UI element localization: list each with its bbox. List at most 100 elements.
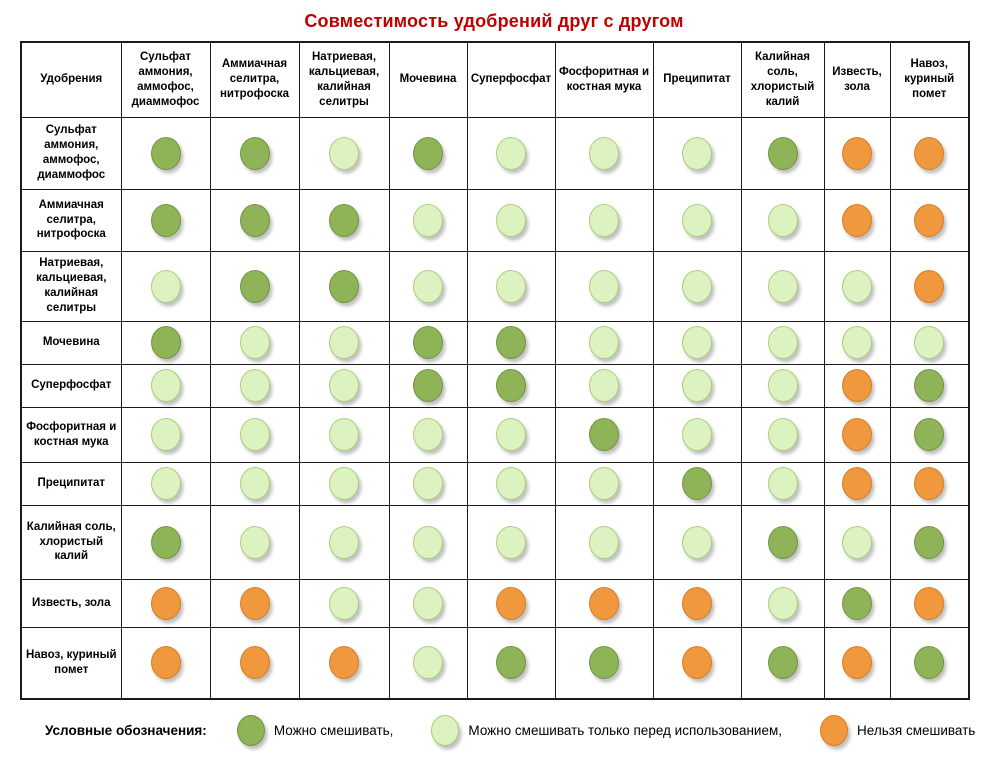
table-row: Фосфоритная и костная мука bbox=[20, 406, 970, 463]
table-row: Преципитат bbox=[20, 461, 970, 506]
table-row: Суперфосфат bbox=[20, 363, 970, 408]
mix-before-use-dot bbox=[239, 525, 270, 559]
mix-before-use-dot bbox=[413, 525, 443, 559]
compatibility-cell bbox=[823, 461, 891, 506]
compatibility-cell bbox=[209, 406, 300, 463]
mix-allowed-dot bbox=[239, 269, 270, 303]
compatibility-cell bbox=[120, 578, 211, 628]
mix-before-use-dot bbox=[682, 269, 712, 303]
matrix-body: Сульфат аммония, аммофос, диаммофос Аммиа… bbox=[20, 116, 970, 700]
compatibility-cell bbox=[740, 406, 825, 463]
compatibility-cell bbox=[652, 504, 742, 580]
compatibility-cell bbox=[120, 320, 211, 365]
compatibility-cell bbox=[554, 461, 654, 506]
compatibility-cell bbox=[388, 116, 468, 190]
compatibility-cell bbox=[889, 116, 970, 190]
mix-before-use-dot bbox=[589, 467, 619, 500]
mix-before-use-dot bbox=[682, 326, 712, 359]
mix-before-use-dot bbox=[767, 586, 798, 620]
mix-allowed-dot bbox=[413, 326, 443, 359]
compatibility-cell bbox=[554, 188, 654, 252]
mix-before-use-dot bbox=[682, 525, 712, 559]
mix-before-use-dot bbox=[413, 269, 443, 303]
compatibility-cell bbox=[209, 578, 300, 628]
mix-forbidden-dot bbox=[589, 586, 619, 620]
mix-allowed-dot bbox=[842, 586, 872, 620]
compatibility-cell bbox=[120, 626, 211, 700]
column-header: Сульфат аммония, аммофос, диаммофос bbox=[120, 41, 211, 118]
mix-before-use-dot bbox=[914, 326, 945, 359]
compatibility-cell bbox=[120, 188, 211, 252]
mix-forbidden-dot bbox=[682, 586, 712, 620]
mix-before-use-dot bbox=[413, 203, 443, 237]
row-header: Аммиачная селитра, нитрофоска bbox=[20, 188, 122, 252]
row-header: Сульфат аммония, аммофос, диаммофос bbox=[20, 116, 122, 190]
column-header: Навоз, куриный помет bbox=[889, 41, 970, 118]
mix-allowed-dot bbox=[589, 646, 619, 680]
compatibility-cell bbox=[554, 250, 654, 322]
compatibility-cell bbox=[652, 406, 742, 463]
column-header: Натриевая, кальциевая, калийная селитры bbox=[298, 41, 390, 118]
mix-forbidden-dot bbox=[150, 586, 181, 620]
compatibility-cell bbox=[823, 363, 891, 408]
compatibility-cell bbox=[298, 320, 390, 365]
mix-allowed-dot bbox=[413, 136, 443, 170]
compatibility-cell bbox=[209, 626, 300, 700]
mix-allowed-dot bbox=[329, 269, 359, 303]
legend-item: Можно смешивать только перед использован… bbox=[431, 715, 782, 746]
compatibility-cell bbox=[209, 504, 300, 580]
compatibility-cell bbox=[554, 504, 654, 580]
compatibility-cell bbox=[209, 250, 300, 322]
compatibility-cell bbox=[466, 250, 556, 322]
compatibility-cell bbox=[740, 188, 825, 252]
compatibility-cell bbox=[823, 188, 891, 252]
column-header: Мочевина bbox=[388, 41, 468, 118]
compatibility-cell bbox=[740, 250, 825, 322]
mix-allowed-dot bbox=[236, 715, 265, 746]
compatibility-cell bbox=[388, 188, 468, 252]
mix-forbidden-dot bbox=[914, 586, 945, 620]
mix-before-use-dot bbox=[767, 369, 798, 402]
page-title: Совместимость удобрений друг с другом bbox=[304, 11, 684, 31]
row-header: Натриевая, кальциевая, калийная селитры bbox=[20, 250, 122, 322]
mix-forbidden-dot bbox=[914, 467, 945, 500]
mix-before-use-dot bbox=[150, 418, 181, 451]
mix-before-use-dot bbox=[496, 525, 526, 559]
mix-allowed-dot bbox=[413, 369, 443, 402]
compatibility-cell bbox=[388, 504, 468, 580]
compatibility-cell bbox=[889, 578, 970, 628]
compatibility-cell bbox=[466, 461, 556, 506]
mix-allowed-dot bbox=[496, 646, 526, 680]
compatibility-cell bbox=[889, 626, 970, 700]
compatibility-cell bbox=[466, 626, 556, 700]
compatibility-cell bbox=[823, 578, 891, 628]
compatibility-cell bbox=[554, 116, 654, 190]
mix-before-use-dot bbox=[682, 369, 712, 402]
legend-item-label: Можно смешивать, bbox=[273, 723, 394, 738]
mix-before-use-dot bbox=[767, 467, 798, 500]
compatibility-cell bbox=[652, 578, 742, 628]
mix-before-use-dot bbox=[150, 369, 181, 402]
compatibility-cell bbox=[298, 504, 390, 580]
compatibility-cell bbox=[120, 116, 211, 190]
compatibility-cell bbox=[652, 188, 742, 252]
compatibility-cell bbox=[554, 578, 654, 628]
mix-forbidden-dot bbox=[842, 418, 872, 451]
table-row: Натриевая, кальциевая, калийная селитры bbox=[20, 250, 970, 322]
mix-before-use-dot bbox=[239, 369, 270, 402]
mix-before-use-dot bbox=[842, 525, 872, 559]
mix-before-use-dot bbox=[239, 467, 270, 500]
compatibility-cell bbox=[823, 406, 891, 463]
compatibility-cell bbox=[740, 363, 825, 408]
mix-before-use-dot bbox=[842, 269, 872, 303]
compatibility-cell bbox=[466, 578, 556, 628]
mix-allowed-dot bbox=[682, 467, 712, 500]
compatibility-cell bbox=[740, 504, 825, 580]
compatibility-cell bbox=[388, 250, 468, 322]
compatibility-cell bbox=[388, 406, 468, 463]
mix-before-use-dot bbox=[589, 525, 619, 559]
compatibility-cell bbox=[120, 461, 211, 506]
compatibility-cell bbox=[388, 578, 468, 628]
corner-header: Удобрения bbox=[20, 41, 122, 118]
mix-forbidden-dot bbox=[914, 136, 945, 170]
